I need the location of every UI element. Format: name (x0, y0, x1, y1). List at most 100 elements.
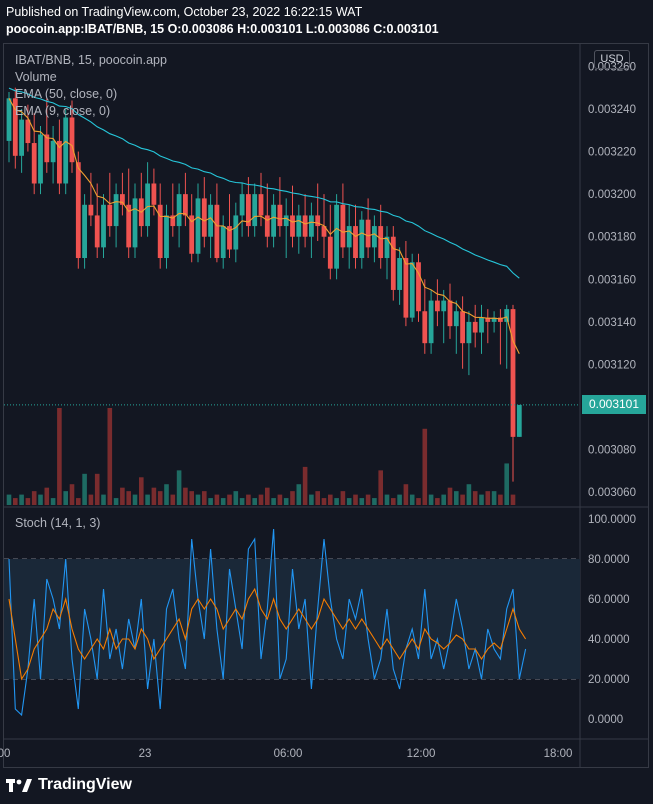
volume-bar (384, 494, 390, 505)
candle-body (208, 204, 213, 237)
volume-bar (88, 494, 94, 505)
volume-bar (69, 484, 75, 505)
volume-bar (19, 494, 24, 505)
volume-bar (214, 494, 220, 505)
candle-body (346, 226, 352, 248)
legend-stoch[interactable]: Stoch (14, 1, 3) (15, 516, 101, 530)
volume-bar (13, 498, 18, 505)
volume-bar (57, 408, 62, 505)
candle-body (372, 226, 377, 248)
currency-button[interactable]: USD (594, 50, 630, 69)
legend-ema50[interactable]: EMA (50, close, 0) (15, 87, 118, 101)
volume-bar (164, 484, 169, 505)
candle-body (365, 219, 371, 248)
volume-bar (435, 498, 440, 505)
candle-body (189, 215, 195, 254)
volume-bar (290, 491, 295, 505)
published-line: Published on TradingView.com, October 23… (6, 5, 363, 19)
volume-bar (416, 498, 421, 505)
candle-body (183, 194, 188, 216)
candle-body (422, 311, 428, 344)
candle-body (82, 204, 87, 259)
ema9-line (8, 98, 520, 354)
volume-bar (283, 498, 289, 505)
candle-body (132, 198, 138, 248)
volume-bar (252, 498, 257, 505)
volume-bar (239, 498, 245, 505)
volume-bar (202, 491, 207, 505)
volume-bar (359, 498, 365, 505)
stoch-tick-label: 80.0000 (588, 554, 630, 566)
candle-body (31, 143, 37, 184)
volume-bar (346, 498, 352, 505)
legend-symbol[interactable]: IBAT/BNB, 15, poocoin.app (15, 53, 167, 67)
volume-bar (76, 498, 81, 505)
volume-bar (296, 484, 302, 505)
volume-bar (447, 487, 453, 505)
volume-bar (441, 494, 446, 505)
volume-bar (328, 494, 333, 505)
candle-body (504, 309, 510, 322)
candle-body (290, 215, 295, 237)
candle-body (107, 204, 113, 227)
volume-bar (44, 487, 50, 505)
footer-brand: TradingView (38, 776, 132, 793)
price-tick-label: 0.003160 (588, 274, 636, 286)
volume-bar (107, 408, 113, 505)
candle-body (63, 117, 69, 184)
candle-body (334, 204, 339, 269)
volume-bar (139, 477, 144, 505)
candle-body (220, 226, 226, 259)
candle-body (378, 226, 384, 259)
volume-bar (246, 494, 251, 505)
price-tick-label: 0.003240 (588, 104, 636, 116)
legend-volume[interactable]: Volume (15, 70, 57, 84)
candle-body (390, 236, 396, 290)
candle-body (101, 204, 106, 248)
candle-body (384, 236, 390, 259)
candle-body (258, 194, 264, 216)
tradingview-footer[interactable]: TradingView (6, 774, 132, 796)
candle-body (25, 119, 31, 144)
volume-bar (176, 470, 182, 505)
volume-bar (391, 498, 396, 505)
legend-ema9[interactable]: EMA (9, close, 0) (15, 104, 111, 118)
candle-body (227, 226, 232, 250)
volume-bar (334, 498, 339, 505)
volume-bar (170, 494, 176, 505)
volume-bar (220, 498, 226, 505)
candle-body (428, 300, 434, 344)
candle-body (460, 311, 465, 344)
candle-body (271, 204, 276, 237)
stoch-k-line (8, 528, 527, 717)
candle-body (151, 183, 157, 205)
candle-body (214, 204, 220, 259)
volume-bar (321, 498, 327, 505)
volume-bar (38, 494, 43, 505)
candle-body (491, 317, 497, 322)
candle-body (88, 204, 94, 216)
candle-layer (6, 87, 522, 482)
volume-bar (510, 494, 516, 505)
volume-bar (479, 494, 484, 505)
candle-body (359, 219, 365, 259)
candle-body (397, 258, 402, 290)
candle-body (252, 194, 258, 227)
volume-bar (302, 466, 308, 505)
candle-body (510, 309, 516, 437)
price-tick-label: 0.003060 (588, 487, 636, 499)
volume-bar (227, 494, 232, 505)
time-tick-label: 18:00 (544, 748, 573, 760)
candle-body (479, 317, 484, 333)
candle-body (120, 194, 125, 205)
volume-bar (183, 487, 188, 505)
last-price-tag: 0.003101 (582, 395, 646, 415)
volume-bar (189, 491, 194, 505)
volume-bar (50, 498, 56, 505)
volume-bar (378, 470, 383, 505)
axis-layer: 0.003060 0.003080 0.003120 0.003140 0.003160… (0, 61, 636, 760)
volume-bar (397, 494, 402, 505)
candle-body (233, 215, 239, 250)
candle-body (145, 183, 150, 227)
